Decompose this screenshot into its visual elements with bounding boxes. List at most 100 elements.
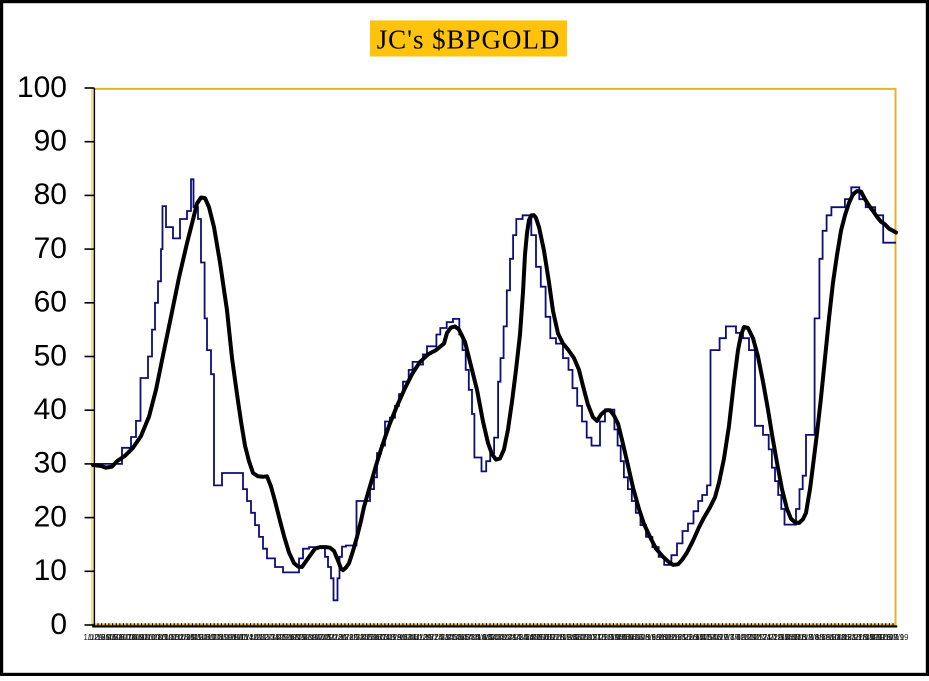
svg-text:6/9/17: 6/9/17 — [717, 633, 739, 642]
svg-text:2/16/18: 2/16/18 — [774, 633, 800, 642]
svg-text:6/8/18: 6/8/18 — [802, 633, 824, 642]
svg-text:6/18/10: 6/18/10 — [121, 633, 148, 642]
svg-text:2/21/14: 2/21/14 — [434, 633, 461, 642]
svg-text:3/26/10: 3/26/10 — [101, 633, 128, 642]
svg-text:8/31/18: 8/31/18 — [819, 633, 845, 642]
svg-text:11/23/18: 11/23/18 — [837, 633, 867, 642]
svg-text:2/22/13: 2/22/13 — [349, 633, 375, 642]
svg-text:8/9/13: 8/9/13 — [390, 633, 412, 642]
svg-text:1/20/17: 1/20/17 — [682, 633, 708, 642]
svg-text:4/13/18: 4/13/18 — [787, 633, 813, 642]
svg-text:50: 50 — [34, 339, 67, 372]
svg-text:12/23/16: 12/23/16 — [673, 633, 703, 642]
svg-text:100: 100 — [17, 71, 67, 104]
svg-text:10/4/13: 10/4/13 — [401, 633, 427, 642]
svg-text:1/22/16: 1/22/16 — [597, 633, 623, 642]
svg-text:20: 20 — [34, 500, 67, 533]
svg-text:6/10/16: 6/10/16 — [630, 633, 656, 642]
svg-text:8/5/16: 8/5/16 — [645, 633, 667, 642]
svg-text:4/23/10: 4/23/10 — [107, 633, 134, 642]
svg-text:11/27/15: 11/27/15 — [582, 633, 612, 642]
svg-text:7/13/12: 7/13/12 — [297, 633, 323, 642]
svg-text:1/24/14: 1/24/14 — [427, 633, 454, 642]
svg-text:9/30/16: 9/30/16 — [656, 633, 682, 642]
svg-text:12/27/13: 12/27/13 — [419, 633, 449, 642]
svg-text:70: 70 — [34, 232, 67, 265]
svg-text:4/22/11: 4/22/11 — [193, 633, 218, 642]
svg-text:3/21/14: 3/21/14 — [441, 633, 468, 642]
svg-text:9/9/11: 9/9/11 — [228, 633, 249, 642]
svg-text:12/26/14: 12/26/14 — [504, 633, 535, 642]
svg-text:11/28/14: 11/28/14 — [497, 633, 527, 642]
svg-text:90: 90 — [34, 125, 67, 158]
svg-text:2/20/15: 2/20/15 — [519, 633, 546, 642]
svg-text:11/25/16: 11/25/16 — [667, 633, 697, 642]
svg-text:4/15/16: 4/15/16 — [617, 633, 643, 642]
svg-text:80: 80 — [34, 178, 67, 211]
svg-text:11/1/13: 11/1/13 — [408, 633, 433, 642]
svg-text:9/6/13: 9/6/13 — [397, 633, 419, 642]
svg-text:2/17/17: 2/17/17 — [689, 633, 715, 642]
svg-text:6/7/19: 6/7/19 — [887, 633, 909, 642]
svg-text:4/20/12: 4/20/12 — [277, 633, 303, 642]
svg-text:8/7/15: 8/7/15 — [560, 633, 582, 642]
svg-text:4/12/19: 4/12/19 — [871, 633, 897, 642]
svg-text:9/5/14: 9/5/14 — [482, 633, 504, 642]
svg-text:10/27/17: 10/27/17 — [745, 633, 775, 642]
svg-text:1/27/12: 1/27/12 — [258, 633, 284, 642]
svg-text:11/24/17: 11/24/17 — [752, 633, 782, 642]
svg-text:11/30/12: 11/30/12 — [328, 633, 358, 642]
svg-text:12/21/18: 12/21/18 — [843, 633, 873, 642]
svg-text:6/17/11: 6/17/11 — [206, 633, 231, 642]
svg-text:6/15/12: 6/15/12 — [290, 633, 316, 642]
svg-text:10/26/18: 10/26/18 — [830, 633, 860, 642]
svg-text:3/17/17: 3/17/17 — [695, 633, 721, 642]
svg-text:5/11/18: 5/11/18 — [793, 633, 818, 642]
svg-text:12/25/15: 12/25/15 — [589, 633, 620, 642]
svg-text:10/5/12: 10/5/12 — [316, 633, 342, 642]
svg-text:11/29/13: 11/29/13 — [413, 633, 443, 642]
svg-text:10/31/14: 10/31/14 — [491, 633, 522, 642]
svg-text:10/7/11: 10/7/11 — [232, 633, 257, 642]
svg-text:7/10/15: 7/10/15 — [552, 633, 579, 642]
svg-text:8/3/18: 8/3/18 — [815, 633, 837, 642]
svg-text:10/28/16: 10/28/16 — [660, 633, 690, 642]
svg-text:0: 0 — [50, 608, 67, 641]
svg-text:10/3/14: 10/3/14 — [486, 633, 513, 642]
svg-text:5/17/13: 5/17/13 — [369, 633, 395, 642]
svg-text:9/29/17: 9/29/17 — [741, 633, 767, 642]
svg-text:5/20/11: 5/20/11 — [199, 633, 224, 642]
svg-text:2/15/19: 2/15/19 — [858, 633, 884, 642]
svg-text:6/14/13: 6/14/13 — [375, 633, 401, 642]
svg-text:3/25/11: 3/25/11 — [186, 633, 211, 642]
svg-text:9/4/15: 9/4/15 — [567, 633, 589, 642]
svg-text:1/23/15: 1/23/15 — [512, 633, 539, 642]
svg-text:5/18/12: 5/18/12 — [284, 633, 310, 642]
svg-text:1/29/10: 1/29/10 — [88, 633, 115, 642]
svg-text:8/4/17: 8/4/17 — [730, 633, 752, 642]
svg-text:JC's $BPGOLD: JC's $BPGOLD — [377, 24, 561, 54]
svg-text:1/18/19: 1/18/19 — [852, 633, 878, 642]
svg-text:3/16/18: 3/16/18 — [780, 633, 806, 642]
svg-text:9/1/17: 9/1/17 — [737, 633, 759, 642]
svg-text:3/20/15: 3/20/15 — [525, 633, 552, 642]
svg-text:12/30/11: 12/30/11 — [249, 633, 279, 642]
svg-text:4/17/15: 4/17/15 — [532, 633, 559, 642]
svg-text:9/7/12: 9/7/12 — [312, 633, 334, 642]
svg-text:12/28/12: 12/28/12 — [334, 633, 364, 642]
svg-text:3/22/13: 3/22/13 — [356, 633, 382, 642]
svg-text:4/14/17: 4/14/17 — [702, 633, 728, 642]
svg-text:30: 30 — [34, 447, 67, 480]
svg-text:2/26/10: 2/26/10 — [94, 633, 121, 642]
svg-text:3/18/16: 3/18/16 — [610, 633, 636, 642]
svg-text:2/19/16: 2/19/16 — [604, 633, 630, 642]
svg-text:5/12/17: 5/12/17 — [708, 633, 734, 642]
svg-text:7/16/10: 7/16/10 — [127, 633, 154, 642]
svg-text:10/2/15: 10/2/15 — [571, 633, 598, 642]
svg-text:5/15/15: 5/15/15 — [538, 633, 565, 642]
svg-text:11/4/11: 11/4/11 — [239, 633, 264, 642]
svg-text:4/19/13: 4/19/13 — [362, 633, 388, 642]
svg-text:60: 60 — [34, 286, 67, 319]
svg-text:7/6/18: 7/6/18 — [808, 633, 830, 642]
svg-text:8/12/11: 8/12/11 — [219, 633, 244, 642]
